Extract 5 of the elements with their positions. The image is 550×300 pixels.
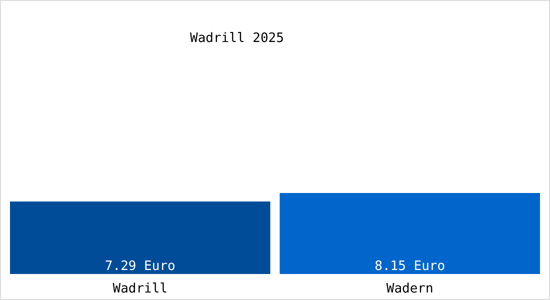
- chart-title: Wadrill 2025: [190, 31, 284, 46]
- x-tick-label: Wadern: [386, 282, 434, 296]
- x-tick-label: Wadrill: [112, 282, 168, 296]
- data-label: 8.15 Euro: [374, 259, 446, 274]
- data-label: 7.29 Euro: [104, 259, 176, 274]
